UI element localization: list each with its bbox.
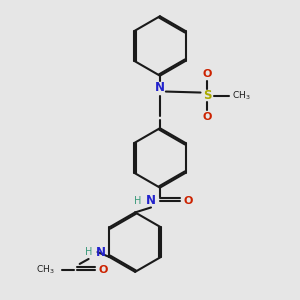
Text: O: O <box>203 69 212 79</box>
Text: N: N <box>146 194 156 207</box>
Text: O: O <box>184 196 193 206</box>
Text: O: O <box>98 265 108 275</box>
Text: CH$_3$: CH$_3$ <box>232 89 251 102</box>
Text: S: S <box>203 89 212 102</box>
Text: CH$_3$: CH$_3$ <box>36 264 55 276</box>
Text: H: H <box>134 196 142 206</box>
Text: N: N <box>95 245 106 259</box>
Text: N: N <box>155 81 165 94</box>
Text: O: O <box>203 112 212 122</box>
Text: H: H <box>85 247 92 257</box>
